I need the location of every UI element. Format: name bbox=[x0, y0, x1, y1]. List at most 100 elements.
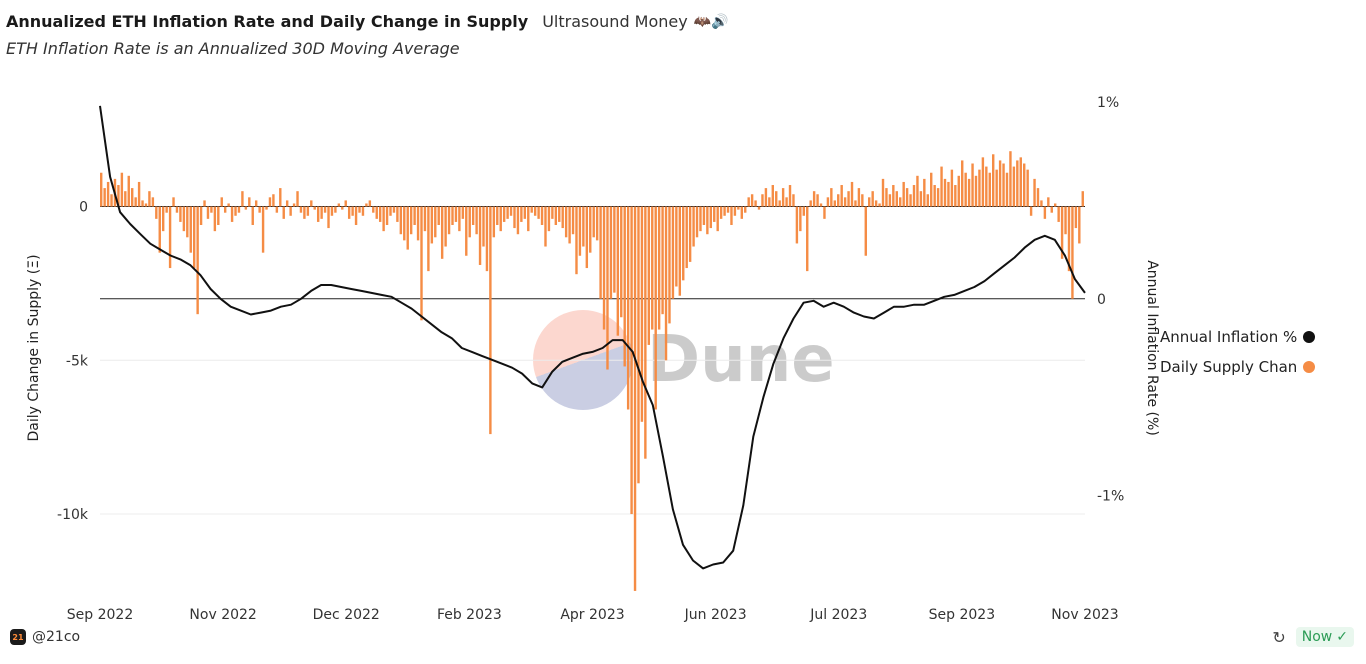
x-tick-label: Sep 2022 bbox=[67, 607, 133, 623]
supply-bar bbox=[223, 206, 227, 213]
supply-bar bbox=[440, 206, 444, 259]
supply-bar bbox=[347, 206, 351, 219]
supply-bar bbox=[254, 200, 258, 207]
supply-bar bbox=[998, 160, 1002, 207]
supply-bar bbox=[713, 206, 716, 222]
supply-bar bbox=[957, 175, 960, 207]
supply-bar bbox=[964, 172, 967, 207]
supply-bar bbox=[130, 188, 134, 207]
supply-bar bbox=[606, 206, 609, 370]
supply-bar bbox=[241, 191, 244, 207]
supply-bar bbox=[661, 206, 664, 315]
supply-bar bbox=[843, 197, 847, 207]
supply-bar bbox=[175, 206, 179, 213]
supply-bar bbox=[602, 206, 606, 330]
supply-bar bbox=[647, 206, 651, 345]
supply-bar bbox=[547, 206, 551, 232]
supply-bar bbox=[396, 206, 399, 222]
supply-bar bbox=[992, 154, 995, 207]
supply-bar bbox=[874, 200, 878, 207]
supply-bar bbox=[1040, 200, 1043, 207]
supply-bar bbox=[585, 206, 589, 269]
supply-bar bbox=[100, 172, 103, 207]
x-tick-label: Feb 2023 bbox=[437, 607, 502, 623]
avatar[interactable]: 21 bbox=[10, 629, 26, 645]
supply-bar bbox=[1067, 206, 1071, 272]
right-tick-label: 1% bbox=[1097, 95, 1119, 111]
supply-bar bbox=[888, 194, 892, 207]
supply-bar bbox=[1074, 206, 1078, 229]
supply-bar bbox=[437, 206, 440, 225]
supply-bar bbox=[943, 178, 947, 207]
inflation-line bbox=[99, 105, 1086, 570]
supply-bar bbox=[358, 206, 361, 213]
supply-bar bbox=[179, 206, 182, 222]
supply-bar bbox=[444, 206, 447, 247]
supply-bar bbox=[513, 206, 516, 229]
supply-bar bbox=[1036, 188, 1040, 207]
supply-bar bbox=[344, 200, 347, 207]
supply-bar bbox=[640, 206, 644, 422]
legend-item-inflation[interactable]: Annual Inflation % bbox=[1160, 322, 1316, 352]
supply-bar bbox=[861, 194, 864, 207]
supply-bar bbox=[316, 206, 320, 222]
supply-bar bbox=[685, 206, 688, 269]
supply-bar bbox=[878, 203, 881, 207]
left-tick-label: 0 bbox=[79, 200, 88, 216]
supply-bar bbox=[544, 206, 547, 247]
supply-bar bbox=[678, 206, 682, 296]
left-axis-title: Daily Change in Supply (Ξ) bbox=[26, 254, 42, 441]
supply-bar bbox=[365, 203, 368, 207]
right-tick-label: -1% bbox=[1097, 489, 1124, 505]
supply-bar bbox=[654, 206, 657, 410]
supply-bar bbox=[368, 200, 372, 207]
x-tick-label: Nov 2023 bbox=[1051, 607, 1118, 623]
supply-bar bbox=[733, 206, 737, 216]
supply-bar bbox=[382, 206, 385, 232]
supply-bar bbox=[203, 200, 206, 207]
supply-bar bbox=[571, 206, 575, 235]
refresh-icon[interactable]: ↻ bbox=[1272, 627, 1286, 647]
supply-bar bbox=[1029, 206, 1033, 216]
legend-label-supply: Daily Supply Chan bbox=[1160, 358, 1298, 376]
status-badge[interactable]: Now ✓ bbox=[1295, 627, 1354, 647]
supply-bar bbox=[854, 200, 857, 207]
supply-bar bbox=[933, 185, 936, 207]
supply-bar bbox=[471, 206, 475, 225]
supply-bar bbox=[723, 206, 726, 216]
supply-bar bbox=[237, 206, 241, 213]
footer-author: 21 @21co bbox=[10, 629, 80, 645]
supply-bar bbox=[161, 206, 165, 232]
supply-bar bbox=[899, 197, 902, 207]
supply-bar bbox=[764, 188, 768, 207]
supply-bar bbox=[420, 206, 423, 321]
supply-bar bbox=[609, 206, 613, 299]
supply-bar bbox=[757, 206, 761, 210]
legend-item-supply[interactable]: Daily Supply Chan bbox=[1160, 352, 1316, 382]
supply-bar bbox=[788, 185, 792, 207]
supply-bar bbox=[282, 206, 285, 219]
author-handle[interactable]: @21co bbox=[32, 629, 81, 645]
supply-bar bbox=[740, 206, 744, 219]
supply-bar bbox=[516, 206, 520, 235]
supply-bar bbox=[778, 200, 781, 207]
supply-bar bbox=[747, 197, 750, 207]
supply-bar bbox=[520, 206, 523, 222]
supply-bar bbox=[244, 206, 248, 210]
supply-bar bbox=[1019, 157, 1022, 207]
supply-bar bbox=[802, 206, 805, 216]
supply-bar bbox=[413, 206, 416, 225]
supply-bar bbox=[148, 191, 151, 207]
supply-bar bbox=[775, 191, 778, 207]
supply-bar bbox=[168, 206, 172, 269]
supply-bar bbox=[551, 206, 554, 219]
supply-bar bbox=[1047, 197, 1050, 207]
supply-bar bbox=[530, 206, 533, 213]
right-axis-title: Annual Inflation Rate (%) bbox=[1144, 260, 1160, 436]
left-tick-label: -5k bbox=[66, 353, 89, 369]
supply-bar bbox=[926, 194, 929, 207]
supply-bar bbox=[974, 175, 978, 207]
supply-bar bbox=[375, 206, 378, 219]
supply-bar bbox=[155, 206, 158, 219]
supply-bar bbox=[709, 206, 713, 229]
